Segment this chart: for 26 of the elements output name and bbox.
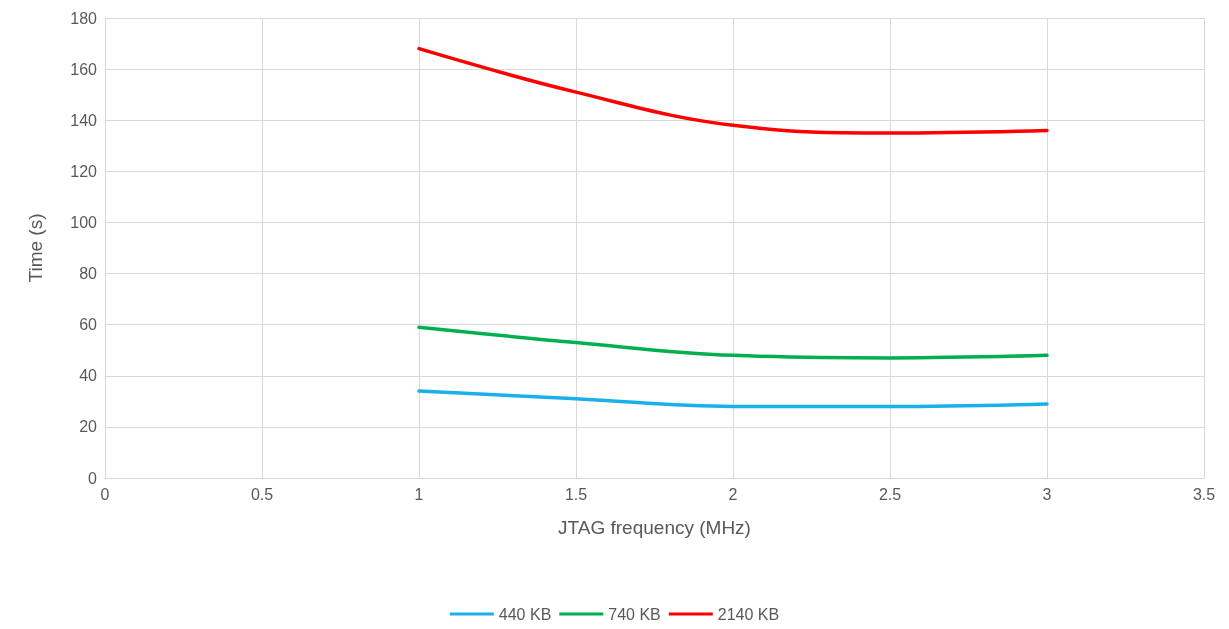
x-tick-label: 3.5 — [1192, 485, 1216, 503]
line-series — [417, 325, 1049, 360]
y-tick-label: 180 — [70, 9, 98, 27]
y-axis-title: Time (s) — [25, 213, 46, 283]
y-tick-label: 140 — [70, 111, 98, 129]
y-tick-label: 120 — [70, 162, 98, 180]
x-tick-label: 2.5 — [878, 485, 902, 503]
x-tick-label: 0.5 — [250, 485, 274, 503]
x-tick-label: 1 — [414, 485, 424, 503]
legend-label: 440 KB — [498, 605, 552, 623]
y-tick-label: 160 — [70, 60, 98, 78]
legend-label: 740 KB — [608, 605, 661, 623]
y-tick-label: 40 — [79, 367, 98, 385]
y-tick-label: 80 — [79, 265, 98, 283]
x-tick-label: 3 — [1042, 485, 1052, 503]
line-series — [417, 389, 1049, 409]
y-tick-label: 20 — [79, 418, 98, 436]
x-tick-label: 1.5 — [564, 485, 588, 503]
y-tick-label: 60 — [79, 316, 98, 334]
x-tick-label: 0 — [100, 485, 110, 503]
line-series — [417, 46, 1049, 135]
legend-label: 2140 KB — [717, 605, 780, 623]
x-tick-label: 2 — [728, 485, 738, 503]
y-tick-label: 0 — [88, 469, 98, 487]
x-axis-title: JTAG frequency (MHz) — [558, 517, 751, 538]
y-tick-label: 100 — [70, 213, 98, 231]
